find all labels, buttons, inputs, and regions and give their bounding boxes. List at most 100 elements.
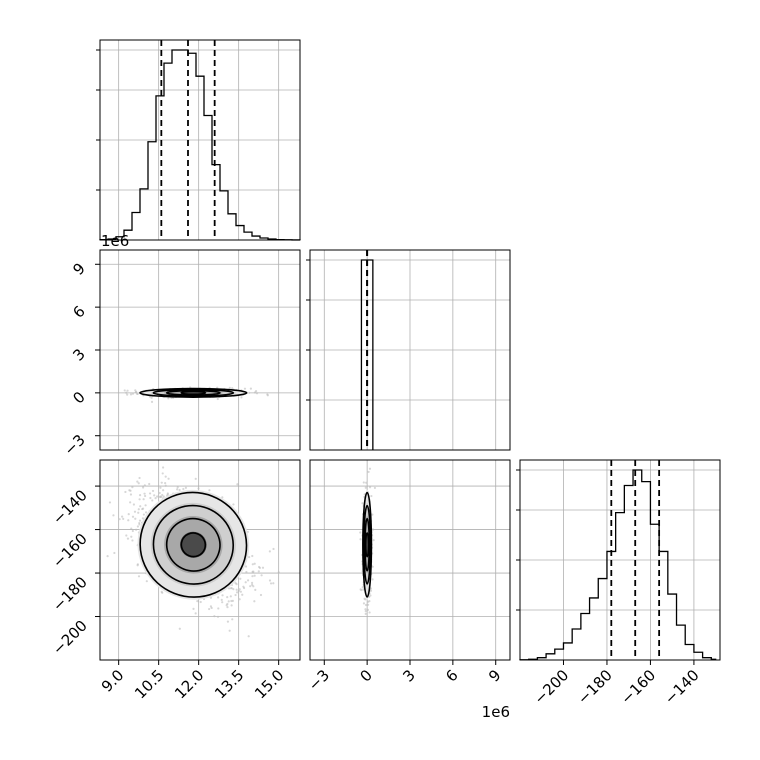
scatter-point bbox=[161, 472, 164, 475]
density-contour-1 bbox=[152, 504, 235, 585]
scatter-point bbox=[197, 487, 200, 490]
scatter-point bbox=[236, 483, 239, 486]
scatter-point bbox=[364, 612, 367, 615]
scatter-point bbox=[248, 556, 251, 559]
scatter-point bbox=[138, 476, 141, 480]
scatter-point bbox=[144, 511, 148, 514]
scatter-point bbox=[208, 607, 211, 611]
scatter-point bbox=[238, 598, 241, 601]
scatter-point bbox=[127, 519, 130, 522]
scatter-point bbox=[125, 391, 128, 394]
hist-frame-1 bbox=[309, 249, 511, 451]
scatter-point bbox=[244, 565, 248, 568]
scatter-point bbox=[106, 555, 109, 558]
scatter-point bbox=[160, 481, 163, 484]
scatter-point bbox=[234, 582, 237, 585]
scatter-point bbox=[257, 570, 260, 573]
scatter-point bbox=[232, 503, 235, 506]
scatter-point bbox=[251, 563, 254, 566]
scatter-point bbox=[253, 574, 256, 577]
scatter-point bbox=[164, 484, 167, 487]
scatter-point bbox=[139, 505, 142, 508]
pair-panel-p0-p1 bbox=[85, 249, 301, 451]
x-tick-label-p1-1: 0 bbox=[356, 666, 375, 685]
scatter-point bbox=[175, 488, 179, 491]
scatter-point bbox=[364, 608, 367, 611]
scatter-point bbox=[167, 477, 170, 480]
scatter-point bbox=[138, 494, 142, 497]
scatter-point bbox=[254, 389, 258, 393]
scatter-point bbox=[364, 610, 367, 613]
scatter-point bbox=[167, 397, 170, 400]
scatter-point bbox=[362, 602, 366, 605]
scatter-point bbox=[137, 482, 140, 485]
hist-step-2 bbox=[519, 469, 717, 661]
scatter-point bbox=[371, 513, 374, 516]
x-tick-label-p2-0: −200 bbox=[530, 666, 572, 708]
scatter-point bbox=[129, 489, 132, 492]
scatter-point bbox=[247, 635, 250, 638]
scatter-point bbox=[372, 539, 375, 542]
scatter-point bbox=[142, 498, 145, 501]
x-tick-label-p1-2: 3 bbox=[399, 666, 418, 685]
scatter-point bbox=[138, 519, 142, 522]
scatter-point bbox=[118, 518, 121, 521]
y-offset-label: 1e6 bbox=[101, 232, 129, 250]
scatter-point bbox=[154, 497, 157, 500]
scatter-point bbox=[159, 486, 162, 489]
scatter-point bbox=[138, 498, 141, 501]
scatter-point bbox=[166, 493, 169, 496]
scatter-point bbox=[232, 588, 235, 591]
scatter-point bbox=[130, 527, 133, 530]
x-tick-label-p0-1: 10.5 bbox=[131, 666, 167, 702]
pair-plot-area-2 bbox=[359, 467, 377, 615]
scatter-point bbox=[138, 523, 141, 526]
scatter-point bbox=[164, 475, 167, 478]
hist-panel-0 bbox=[96, 39, 301, 241]
scatter-point bbox=[151, 499, 154, 502]
y-tick-label-p2-0: −140 bbox=[49, 486, 91, 528]
scatter-point bbox=[131, 529, 134, 533]
scatter-point bbox=[148, 482, 151, 486]
y-tick-label-p1-0: 9 bbox=[69, 259, 88, 278]
x-tick-label-p2-3: −140 bbox=[661, 666, 703, 708]
scatter-point bbox=[164, 481, 167, 485]
scatter-point bbox=[159, 495, 162, 498]
scatter-point bbox=[126, 393, 129, 396]
scatter-point bbox=[230, 586, 233, 590]
scatter-point bbox=[226, 596, 229, 599]
scatter-point bbox=[162, 466, 165, 469]
scatter-point bbox=[254, 588, 257, 591]
density-contour-1 bbox=[152, 388, 235, 397]
scatter-point bbox=[239, 577, 242, 580]
hist-frame-2 bbox=[519, 459, 721, 661]
scatter-point bbox=[162, 495, 165, 498]
scatter-point bbox=[142, 513, 145, 516]
scatter-point bbox=[113, 551, 116, 555]
scatter-point bbox=[178, 488, 181, 492]
scatter-point bbox=[85, 391, 87, 393]
scatter-point bbox=[229, 595, 232, 598]
scatter-point bbox=[176, 486, 179, 489]
scatter-point bbox=[225, 604, 228, 607]
scatter-point bbox=[364, 603, 368, 607]
scatter-point bbox=[145, 580, 148, 583]
scatter-point bbox=[133, 510, 137, 513]
scatter-point bbox=[129, 493, 133, 496]
density-contour-0 bbox=[139, 491, 248, 598]
scatter-point bbox=[249, 585, 252, 588]
scatter-point bbox=[220, 598, 223, 602]
density-contour-3 bbox=[180, 390, 207, 396]
y-tick-label-p2-1: −160 bbox=[49, 530, 91, 572]
scatter-point bbox=[368, 611, 371, 614]
hist-step-0 bbox=[99, 49, 301, 241]
scatter-point bbox=[143, 484, 146, 487]
scatter-point bbox=[368, 467, 372, 470]
scatter-point bbox=[253, 600, 256, 603]
scatter-point bbox=[182, 487, 185, 491]
scatter-point bbox=[240, 396, 243, 399]
scatter-point bbox=[243, 387, 247, 390]
scatter-point bbox=[364, 598, 367, 601]
scatter-point bbox=[226, 620, 230, 623]
scatter-point bbox=[131, 515, 135, 518]
